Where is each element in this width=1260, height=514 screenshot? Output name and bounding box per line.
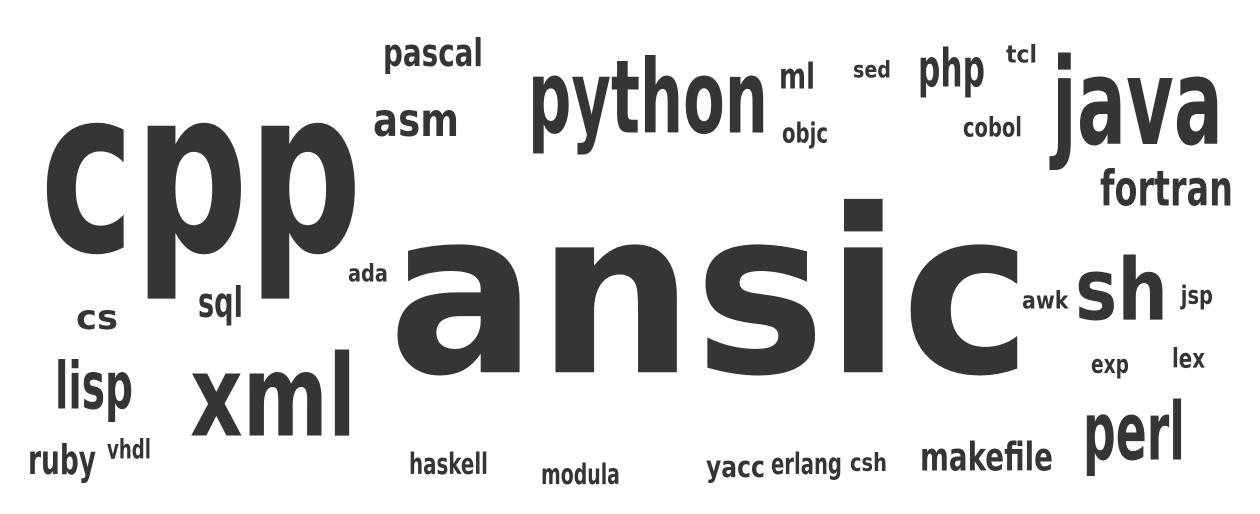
word-sed: sed bbox=[853, 56, 891, 83]
word-haskell: haskell bbox=[409, 447, 488, 481]
word-python: python bbox=[528, 38, 768, 157]
word-sh: sh bbox=[1075, 240, 1168, 340]
word-fortran: fortran bbox=[1100, 160, 1233, 217]
word-cpp: cpp bbox=[40, 38, 362, 305]
word-makefile: makefile bbox=[920, 435, 1053, 481]
word-csh: csh bbox=[850, 449, 887, 478]
word-sql: sql bbox=[198, 279, 243, 328]
word-perl: perl bbox=[1083, 386, 1185, 479]
word-exp: exp bbox=[1091, 350, 1129, 380]
word-ansic: ansic bbox=[388, 161, 1032, 426]
word-java: java bbox=[1049, 34, 1223, 173]
word-jsp: jsp bbox=[1180, 281, 1213, 310]
word-ruby: ruby bbox=[28, 437, 96, 485]
word-objc: objc bbox=[782, 117, 828, 149]
word-cobol: cobol bbox=[963, 113, 1022, 144]
word-lex: lex bbox=[1172, 343, 1205, 375]
word-awk: awk bbox=[1022, 287, 1070, 315]
word-cs: cs bbox=[76, 298, 118, 337]
word-ada: ada bbox=[348, 260, 388, 287]
word-php: php bbox=[918, 39, 985, 100]
word-erlang: erlang bbox=[771, 447, 842, 481]
word-vhdl: vhdl bbox=[107, 435, 151, 465]
word-asm: asm bbox=[373, 93, 459, 147]
word-tcl: tcl bbox=[1006, 41, 1037, 68]
word-ml: ml bbox=[779, 56, 815, 97]
word-modula: modula bbox=[541, 458, 620, 491]
word-xml: xml bbox=[190, 331, 356, 463]
word-lisp: lisp bbox=[55, 348, 133, 424]
word-yacc: yacc bbox=[706, 451, 765, 485]
word-pascal: pascal bbox=[383, 30, 483, 75]
